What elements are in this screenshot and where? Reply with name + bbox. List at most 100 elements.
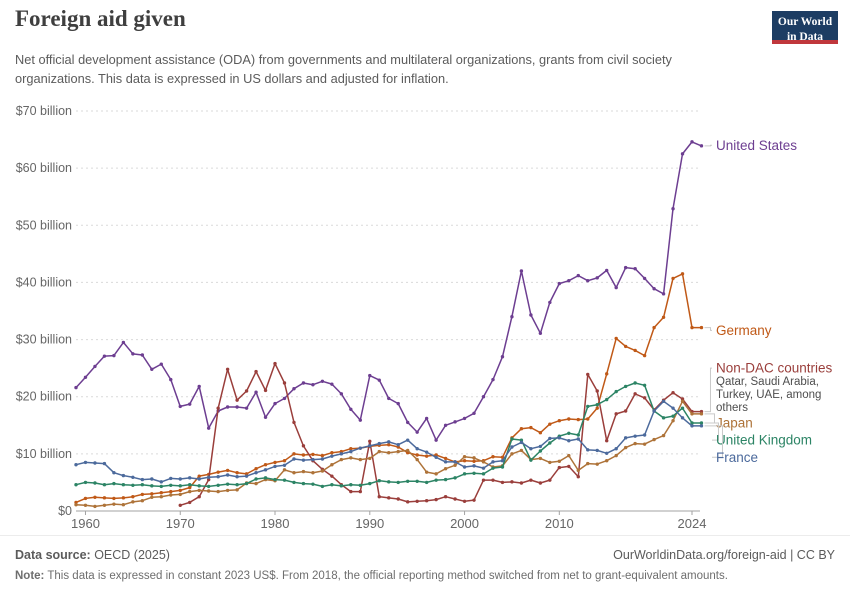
- data-point-united-states: [671, 207, 675, 211]
- data-point-france: [623, 436, 628, 440]
- data-point-france: [112, 471, 116, 475]
- data-point-united-kingdom: [671, 414, 675, 418]
- data-point-france: [462, 465, 467, 469]
- data-point-france: [150, 477, 154, 481]
- data-point-united-states: [652, 287, 656, 291]
- data-point-germany: [671, 276, 675, 281]
- data-point-united-kingdom: [368, 481, 372, 486]
- data-point-germany: [320, 453, 325, 458]
- data-point-united-kingdom: [225, 482, 230, 486]
- data-point-france: [614, 447, 618, 451]
- data-point-united-states: [680, 152, 685, 156]
- data-point-germany: [273, 460, 277, 465]
- source-row: Data source: OECD (2025) OurWorldinData.…: [15, 548, 835, 562]
- data-point-united-kingdom: [453, 476, 457, 480]
- series-line-germany: [75, 273, 702, 504]
- data-point-non-dac-countries: [358, 489, 363, 494]
- y-tick-label: $0: [58, 504, 72, 518]
- data-point-france: [661, 399, 666, 403]
- data-point-japan: [405, 448, 410, 453]
- data-point-united-kingdom: [377, 479, 381, 483]
- data-point-france: [349, 449, 353, 454]
- data-point-germany: [690, 325, 694, 330]
- data-point-japan: [472, 456, 476, 460]
- data-point-united-states: [188, 402, 192, 406]
- data-source: Data source: OECD (2025): [15, 548, 170, 562]
- data-point-united-states: [282, 396, 287, 401]
- data-point-non-dac-countries: [178, 503, 182, 507]
- data-point-united-kingdom: [699, 421, 704, 425]
- data-point-united-states: [529, 313, 533, 317]
- data-point-france: [358, 446, 363, 450]
- data-point-france: [197, 477, 201, 481]
- data-point-united-states: [481, 395, 486, 399]
- series-label-united-kingdom: United Kingdom: [716, 433, 812, 448]
- data-point-non-dac-countries: [453, 497, 457, 501]
- data-point-united-kingdom: [150, 484, 154, 488]
- data-point-united-kingdom: [586, 404, 590, 409]
- data-point-germany: [614, 336, 618, 341]
- data-point-germany: [519, 427, 524, 431]
- data-point-france: [263, 468, 268, 472]
- data-point-united-kingdom: [83, 480, 88, 485]
- label-leader-non-dac-countries: [704, 367, 712, 413]
- series-label-japan: Japan: [716, 416, 753, 431]
- data-point-japan: [159, 495, 163, 499]
- data-point-non-dac-countries: [282, 381, 287, 385]
- data-point-united-kingdom: [538, 449, 543, 453]
- data-point-united-kingdom: [576, 433, 580, 437]
- data-point-germany: [263, 463, 268, 467]
- data-point-japan: [443, 467, 448, 471]
- data-point-united-states: [387, 396, 391, 401]
- data-point-non-dac-countries: [254, 369, 258, 374]
- label-leader-germany: [704, 327, 712, 331]
- data-point-france: [339, 452, 344, 456]
- data-point-japan: [671, 419, 675, 423]
- data-point-japan: [623, 445, 628, 450]
- data-point-germany: [188, 485, 192, 490]
- data-point-germany: [83, 496, 88, 501]
- data-point-non-dac-countries: [405, 500, 410, 504]
- data-point-non-dac-countries: [434, 497, 438, 502]
- data-point-germany: [121, 496, 126, 500]
- data-point-united-states: [169, 377, 173, 382]
- data-point-non-dac-countries: [633, 392, 637, 396]
- chart-footer: Data source: OECD (2025) OurWorldinData.…: [0, 535, 850, 600]
- data-point-japan: [415, 457, 419, 462]
- data-point-france: [690, 424, 694, 428]
- data-source-value: OECD (2025): [90, 548, 170, 562]
- data-point-united-kingdom: [462, 472, 467, 476]
- data-point-non-dac-countries: [387, 496, 391, 500]
- owid-logo[interactable]: Our World in Data: [772, 11, 838, 44]
- owid-link[interactable]: OurWorldinData.org/foreign-aid | CC BY: [613, 548, 835, 562]
- data-point-united-kingdom: [548, 441, 552, 445]
- data-point-united-kingdom: [188, 483, 192, 487]
- data-point-united-states: [453, 420, 457, 424]
- data-point-france: [405, 438, 410, 442]
- label-leader-france: [704, 425, 723, 458]
- data-point-non-dac-countries: [197, 495, 201, 499]
- data-point-united-kingdom: [690, 421, 694, 425]
- data-point-united-kingdom: [235, 483, 239, 487]
- data-point-japan: [282, 468, 287, 472]
- data-point-united-kingdom: [178, 484, 182, 488]
- data-point-united-states: [642, 276, 647, 281]
- data-point-united-kingdom: [292, 480, 296, 485]
- data-point-japan: [311, 471, 315, 475]
- data-point-united-kingdom: [140, 483, 145, 487]
- data-point-united-kingdom: [216, 483, 220, 487]
- data-point-non-dac-countries: [368, 439, 372, 443]
- data-point-germany: [424, 454, 429, 458]
- data-point-united-states: [472, 411, 476, 415]
- data-point-united-kingdom: [500, 465, 505, 469]
- data-point-united-kingdom: [301, 481, 306, 486]
- data-point-japan: [254, 481, 258, 486]
- data-point-non-dac-countries: [472, 498, 476, 502]
- data-point-non-dac-countries: [349, 489, 353, 494]
- data-point-united-states: [178, 404, 182, 409]
- data-point-japan: [83, 503, 88, 507]
- data-point-united-states: [150, 367, 154, 371]
- data-point-france: [680, 416, 685, 420]
- data-point-germany: [282, 459, 287, 463]
